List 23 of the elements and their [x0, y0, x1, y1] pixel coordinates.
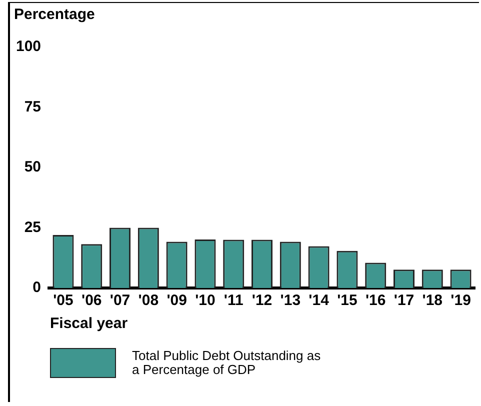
x-tick-label: '18	[422, 292, 443, 310]
x-tick-label: '14	[308, 292, 330, 310]
x-tick-label: '07	[110, 292, 130, 310]
x-tick-label: '19	[450, 292, 471, 310]
x-tick-label: '09	[166, 292, 187, 310]
x-tick-label: '15	[337, 292, 358, 310]
text: Total Public Debt Outstanding as a Percentage of GDP	[132, 348, 322, 377]
y-tick-label: 0	[32, 279, 42, 296]
x-tick-label: '10	[195, 292, 216, 310]
x-tick-label: '12	[252, 292, 272, 310]
x-axis-title: Fiscal year	[50, 315, 128, 332]
x-tick-label: '11	[224, 292, 244, 310]
y-tick-label: 75	[24, 98, 42, 116]
x-tick-label: '05	[53, 292, 74, 310]
y-tick-label: 25	[24, 218, 42, 236]
x-tick-label: '16	[365, 292, 386, 310]
x-tick-label: '06	[81, 292, 102, 310]
y-axis-title: Percentage	[14, 6, 95, 23]
x-tick-label: '17	[394, 292, 414, 310]
x-tick-label: '08	[138, 292, 159, 310]
y-tick-label: 100	[16, 38, 42, 56]
x-tick-label: '13	[280, 292, 301, 310]
y-tick-label: 50	[24, 158, 42, 176]
